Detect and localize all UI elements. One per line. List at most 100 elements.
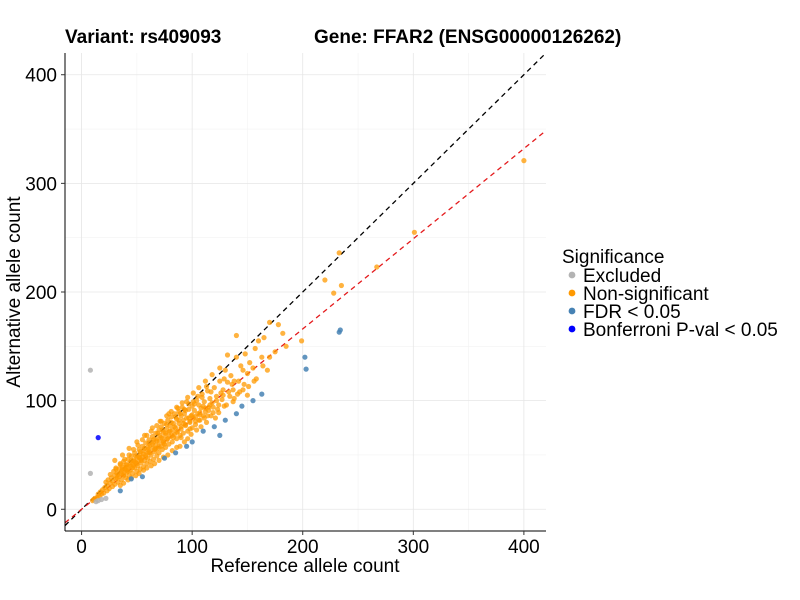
data-point [180, 420, 186, 426]
data-point [521, 158, 527, 164]
data-point [136, 454, 142, 460]
data-point [154, 438, 160, 444]
data-point [217, 365, 223, 371]
data-point [209, 372, 215, 378]
data-point [166, 441, 172, 447]
x-tick-label: 400 [508, 537, 540, 558]
data-point [117, 488, 123, 494]
data-point [264, 367, 270, 373]
data-point [152, 446, 158, 453]
data-point [165, 452, 171, 458]
data-point [128, 476, 134, 482]
data-point [134, 439, 140, 445]
data-point [155, 430, 161, 436]
data-point [186, 401, 192, 407]
data-point [234, 391, 241, 397]
data-point [178, 435, 184, 441]
data-point [216, 410, 222, 416]
y-tick-label: 100 [25, 392, 57, 413]
data-point [197, 412, 203, 418]
legend-label: Excluded [583, 266, 661, 287]
data-point [201, 415, 207, 421]
legend-title: Significance [562, 247, 664, 268]
data-point [114, 475, 120, 481]
data-point [154, 453, 160, 459]
data-point [174, 429, 180, 435]
data-point [221, 403, 227, 409]
data-point [148, 463, 154, 469]
data-point [189, 412, 195, 418]
data-point [164, 421, 170, 428]
data-point [239, 403, 245, 409]
data-point [194, 427, 200, 433]
data-point [267, 319, 273, 325]
y-tick-label: 0 [46, 500, 57, 521]
data-point [233, 332, 239, 339]
data-point [119, 452, 126, 458]
data-point [175, 405, 181, 411]
data-point [331, 290, 337, 296]
data-point [241, 381, 247, 387]
data-point [322, 277, 328, 283]
data-point [261, 335, 267, 341]
data-points [87, 158, 527, 505]
data-point [132, 458, 138, 465]
data-point [126, 445, 132, 451]
data-point [250, 365, 256, 371]
data-point [338, 282, 344, 289]
data-point [228, 373, 234, 379]
legend-swatch [568, 289, 576, 297]
data-point [302, 354, 308, 360]
data-point [131, 446, 137, 453]
data-point [127, 463, 133, 469]
data-point [195, 393, 201, 399]
data-point [103, 495, 109, 501]
x-axis-title: Reference allele count [210, 556, 400, 577]
data-point [283, 343, 289, 349]
data-point [156, 457, 162, 463]
data-point [139, 474, 145, 480]
data-point [259, 391, 265, 397]
data-point [171, 424, 178, 430]
data-point [199, 391, 205, 397]
data-point [95, 498, 101, 504]
data-point [149, 441, 155, 447]
data-point [217, 378, 223, 384]
data-point [280, 330, 286, 336]
data-point [226, 389, 232, 395]
data-point [185, 436, 191, 442]
data-point [165, 436, 171, 442]
legend-label: Bonferroni P-val < 0.05 [583, 320, 778, 341]
data-point [123, 465, 129, 471]
data-point [211, 424, 217, 430]
chart-title-variant: Variant: rs409093 [65, 27, 221, 48]
data-point [192, 418, 199, 424]
data-point [230, 399, 236, 405]
data-point [181, 406, 187, 412]
data-point [117, 482, 123, 488]
data-point [113, 466, 119, 472]
data-point [161, 455, 168, 461]
data-point [189, 439, 195, 445]
x-tick-label: 200 [287, 537, 319, 558]
data-point [303, 366, 309, 372]
data-point [142, 432, 148, 438]
data-point [178, 426, 184, 432]
data-point [233, 411, 239, 417]
data-point [336, 250, 342, 256]
legend-swatch [568, 271, 576, 279]
data-point [169, 432, 175, 438]
data-point [177, 411, 183, 417]
data-point [374, 264, 380, 270]
data-point [112, 457, 118, 463]
data-point [244, 370, 250, 377]
data-point [337, 327, 343, 333]
data-point [176, 417, 182, 423]
data-point [210, 404, 216, 410]
data-point [233, 354, 239, 360]
data-point [163, 430, 169, 436]
data-point [179, 400, 185, 406]
data-point [140, 451, 147, 457]
legend-label: Non-significant [583, 284, 709, 305]
